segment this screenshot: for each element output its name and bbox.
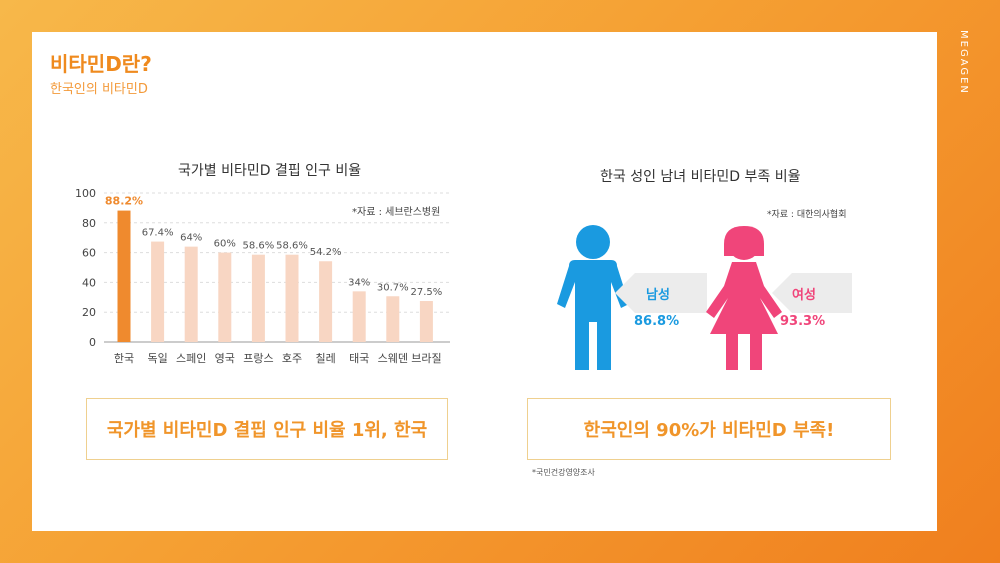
data-label: 27.5% <box>411 287 443 298</box>
bar <box>184 246 198 342</box>
left-callout-text: 국가별 비타민D 결핍 인구 비율 1위, 한국 <box>106 420 428 441</box>
data-label: 67.4% <box>142 228 174 239</box>
y-tick-label: 20 <box>82 306 96 319</box>
bar <box>319 261 333 342</box>
data-label: 34% <box>348 277 370 288</box>
y-tick-label: 0 <box>89 336 96 349</box>
x-tick-label: 태국 <box>349 352 369 365</box>
data-label: 30.7% <box>377 282 409 293</box>
bar <box>117 210 131 342</box>
data-label: 58.6% <box>243 241 275 252</box>
bar <box>218 252 232 342</box>
male-label: 남성 <box>646 288 670 303</box>
x-tick-label: 칠레 <box>315 352 335 365</box>
bar-chart: 0 20 40 60 80 100 88.2% 한국 67.4% 독일 64% 스페인 60% 영국 58.… <box>75 187 450 365</box>
x-tick-label: 브라질 <box>411 352 441 365</box>
male-figure-icon <box>557 225 629 370</box>
data-label: 58.6% <box>276 241 308 252</box>
female-figure-icon <box>706 226 782 370</box>
bar <box>251 254 265 342</box>
left-callout: 국가별 비타민D 결핍 인구 비율 1위, 한국 <box>86 398 448 460</box>
bar <box>151 241 165 342</box>
bar <box>285 254 299 342</box>
page-title: 비타민D란? <box>50 52 152 76</box>
data-label: 64% <box>180 233 202 244</box>
bar <box>386 296 400 342</box>
x-tick-label: 독일 <box>147 351 167 365</box>
male-value: 86.8% <box>634 314 680 329</box>
gender-panel-source: *자료 : 대한의사협회 <box>767 210 847 220</box>
female-stat-banner <box>772 273 852 313</box>
x-tick-label: 한국 <box>114 352 134 365</box>
x-tick-label: 프랑스 <box>243 352 273 365</box>
y-tick-label: 40 <box>82 276 96 289</box>
male-stat-banner <box>615 273 707 313</box>
x-tick-label: 스페인 <box>176 352 206 365</box>
page-subtitle: 한국인의 비타민D <box>50 82 148 97</box>
right-callout-text: 한국인의 90%가 비타민D 부족! <box>583 420 835 441</box>
x-tick-label: 영국 <box>215 352 235 365</box>
gender-panel-title: 한국 성인 남녀 비타민D 부족 비율 <box>600 169 801 185</box>
chart-source-note: *자료 : 세브란스병원 <box>352 207 441 218</box>
bar <box>419 301 433 342</box>
survey-footnote: *국민건강영양조사 <box>532 468 595 477</box>
female-label: 여성 <box>792 288 816 303</box>
data-label: 54.2% <box>310 247 342 258</box>
y-tick-label: 60 <box>82 247 96 260</box>
brand-logo-text: MEGAGEN <box>958 30 969 95</box>
right-callout: 한국인의 90%가 비타민D 부족! <box>527 398 891 460</box>
y-tick-label: 80 <box>82 217 96 230</box>
bar <box>352 291 366 342</box>
chart-title: 국가별 비타민D 결핍 인구 비율 <box>178 163 362 179</box>
data-label: 88.2% <box>105 195 143 208</box>
x-tick-label: 스웨덴 <box>378 352 408 365</box>
female-value: 93.3% <box>780 314 826 329</box>
data-label: 60% <box>214 239 236 250</box>
y-tick-label: 100 <box>75 187 96 200</box>
x-tick-label: 호주 <box>282 352 302 365</box>
